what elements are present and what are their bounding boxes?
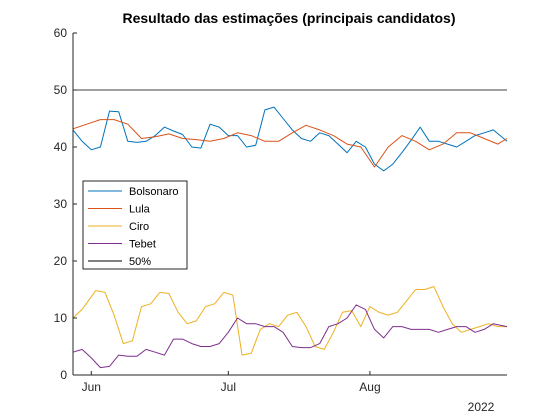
y-tick-label: 10	[54, 311, 68, 325]
y-ticks: 0 10 20 30 40 50 60	[54, 26, 77, 382]
y-tick-label: 20	[54, 254, 68, 268]
x-ticks: Jun Jul Aug	[82, 371, 381, 394]
series-layer	[72, 89, 508, 369]
y-tick-label: 40	[54, 140, 68, 154]
y-tick-label: 30	[54, 197, 68, 211]
legend-label: 50%	[129, 256, 151, 268]
legend-box	[82, 180, 188, 270]
legend: Bolsonaro Lula Ciro Tebet 50%	[82, 180, 188, 270]
x-tick-label: Aug	[359, 380, 380, 394]
legend-label: Ciro	[129, 221, 149, 233]
x-tick-label: Jun	[82, 380, 101, 394]
legend-items: Bolsonaro Lula Ciro Tebet 50%	[88, 186, 179, 268]
y-tick-label: 50	[54, 83, 68, 97]
legend-label: Tebet	[129, 239, 156, 251]
series-line-lula	[72, 119, 508, 168]
y-tick-label: 0	[60, 368, 67, 382]
series-line-tebet	[72, 304, 508, 369]
series-line-bolsonaro	[72, 106, 508, 172]
chart-title: Resultado das estimações (principais can…	[123, 10, 456, 26]
x-tick-label: Jul	[221, 380, 236, 394]
x-axis-year-label: 2022	[468, 400, 495, 414]
legend-label: Bolsonaro	[129, 186, 179, 198]
legend-label: Lula	[129, 204, 151, 216]
series-line-ciro	[72, 286, 507, 356]
y-tick-label: 60	[54, 26, 68, 40]
